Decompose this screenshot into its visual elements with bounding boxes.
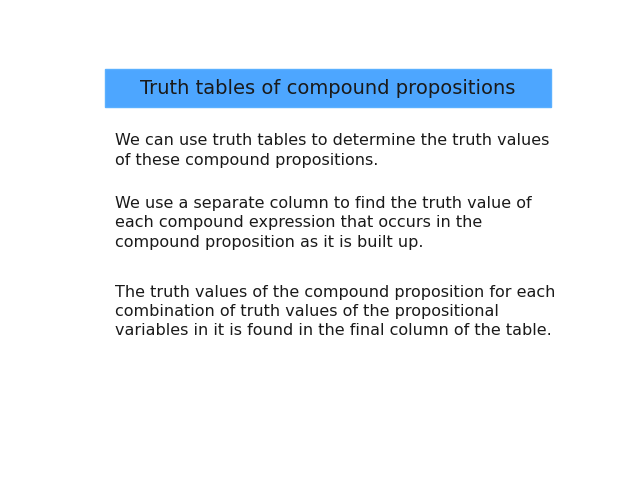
FancyBboxPatch shape [105,69,551,108]
Text: The truth values of the compound proposition for each
combination of truth value: The truth values of the compound proposi… [115,285,555,338]
Text: We can use truth tables to determine the truth values
of these compound proposit: We can use truth tables to determine the… [115,133,549,168]
Text: Truth tables of compound propositions: Truth tables of compound propositions [140,79,516,97]
Text: We use a separate column to find the truth value of
each compound expression tha: We use a separate column to find the tru… [115,196,531,250]
